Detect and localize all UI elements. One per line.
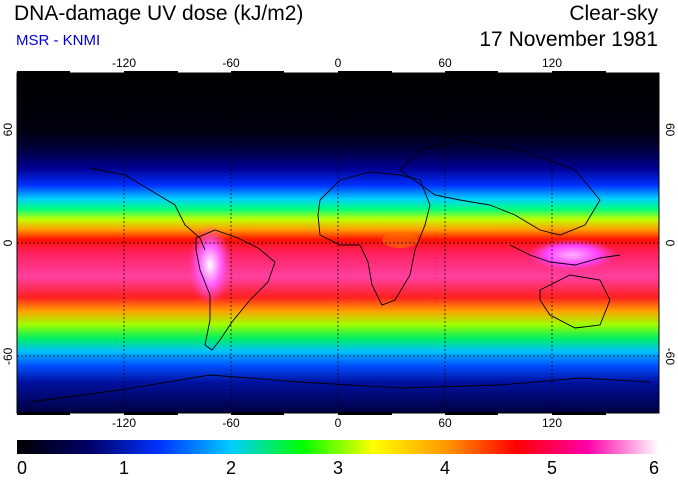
africa-coast xyxy=(317,171,431,306)
north-america-coast xyxy=(89,167,206,251)
andes-hotspot xyxy=(188,225,232,305)
colorbar: 0 1 2 3 4 5 6 xyxy=(17,440,659,478)
colorbar-label: 5 xyxy=(547,458,557,478)
map-title: DNA-damage UV dose (kJ/m2) xyxy=(14,2,304,25)
lat-label-left: -60 xyxy=(1,347,15,365)
indonesia-islands xyxy=(509,244,621,266)
source-label: MSR - KNMI xyxy=(16,32,101,49)
date-label: 17 November 1981 xyxy=(479,28,658,51)
lon-label-top: 120 xyxy=(542,56,562,70)
graticule xyxy=(17,73,659,413)
lon-label-top: -120 xyxy=(112,56,136,70)
lon-label-bottom: -120 xyxy=(112,416,136,430)
colorbar-label: 2 xyxy=(226,458,236,478)
lat-labels-right: 60 0 -60 xyxy=(663,123,677,365)
lat-label-left: 60 xyxy=(1,123,15,137)
south-america-coast xyxy=(195,229,276,351)
colorbar-label: 6 xyxy=(649,458,659,478)
africa-lowspot xyxy=(382,232,418,248)
lat-label-right: 0 xyxy=(663,240,677,247)
indonesia-hotspot xyxy=(527,239,617,271)
frame-ticks-bottom xyxy=(17,412,606,415)
lon-label-top: 60 xyxy=(438,56,452,70)
lon-label-bottom: 120 xyxy=(542,416,562,430)
colorbar-gradient xyxy=(17,440,659,454)
lon-label-bottom: -60 xyxy=(222,416,240,430)
australia-coast xyxy=(539,274,611,329)
lon-label-top: -60 xyxy=(222,56,240,70)
coastlines xyxy=(29,139,651,403)
colorbar-label: 3 xyxy=(333,458,343,478)
lon-label-bottom: 60 xyxy=(438,416,452,430)
antarctica-coast xyxy=(29,374,651,403)
colorbar-label: 4 xyxy=(440,458,450,478)
colorbar-labels: 0 1 2 3 4 5 6 xyxy=(17,458,659,478)
lon-label-bottom: 0 xyxy=(335,416,342,430)
lat-labels-left: 60 0 -60 xyxy=(1,123,15,365)
eurasia-coast xyxy=(399,139,601,236)
colorbar-label: 0 xyxy=(17,458,27,478)
lat-label-right: -60 xyxy=(663,348,677,366)
lat-label-left: 0 xyxy=(1,239,15,246)
lon-labels-bottom: -120 -60 0 60 120 xyxy=(112,416,562,430)
lat-label-right: 60 xyxy=(663,123,677,137)
lon-labels-top: -120 -60 0 60 120 xyxy=(112,56,562,70)
lon-label-top: 0 xyxy=(335,56,342,70)
colorbar-label: 1 xyxy=(119,458,129,478)
frame-ticks-top xyxy=(17,71,606,74)
sky-condition-label: Clear-sky xyxy=(569,2,658,25)
map-plot-area xyxy=(16,71,660,415)
